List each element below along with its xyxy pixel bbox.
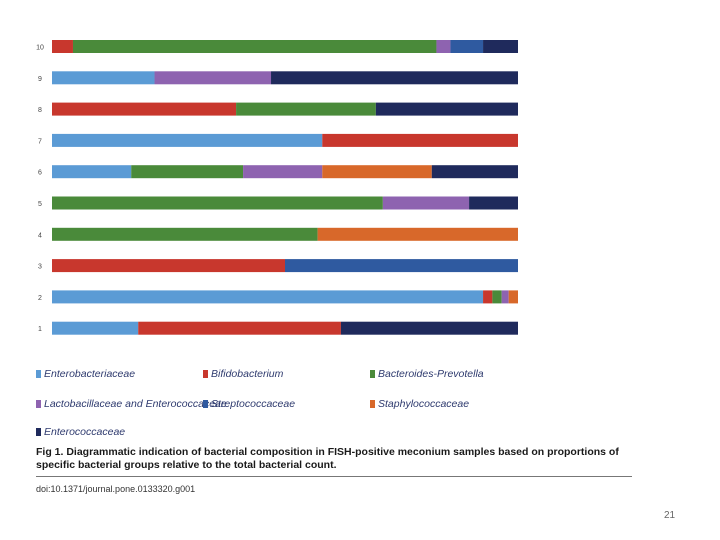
y-tick-label: 4 (38, 232, 42, 239)
bar-segment (52, 40, 73, 53)
y-tick-label: 8 (38, 107, 42, 114)
bar-segment (469, 196, 518, 210)
bar-segment (322, 165, 432, 179)
legend-swatch (370, 400, 375, 408)
bar-segment (340, 321, 518, 335)
bar-segment (317, 227, 518, 241)
bar-segment (483, 40, 518, 53)
y-tick-label: 2 (38, 295, 42, 302)
bar-segment (271, 71, 518, 85)
y-tick-label: 3 (38, 264, 42, 271)
legend-item-enterobacteriaceae: Enterobacteriaceae (36, 368, 135, 380)
bar-segment (483, 290, 493, 304)
bar-segment (322, 133, 518, 147)
bar-segment (138, 321, 341, 335)
bar-segment (436, 40, 451, 53)
y-tick-label: 6 (38, 170, 42, 177)
bar-segment (492, 290, 502, 304)
legend-label: Lactobacillaceae and Enterococcaceae (44, 398, 227, 410)
bar-segment (52, 259, 285, 273)
y-tick-label: 1 (38, 326, 42, 333)
legend-item-lactobacillaceae-and-enterococcaceae: Lactobacillaceae and Enterococcaceae (36, 398, 227, 410)
bar-segment (52, 321, 139, 335)
legend-item-enterococcaceae: Enterococcaceae (36, 426, 125, 438)
y-tick-label: 9 (38, 76, 42, 83)
legend-label: Staphylococcaceae (378, 398, 470, 410)
legend-label: Bifidobacterium (211, 368, 284, 380)
bar-segment (243, 165, 323, 179)
figure-caption: Fig 1. Diagrammatic indication of bacter… (36, 446, 619, 471)
y-tick-label: 5 (38, 201, 42, 208)
bar-segment (154, 71, 272, 85)
bar-segment (72, 40, 437, 53)
bar-segment (131, 165, 244, 179)
bar-segment (501, 290, 509, 304)
legend-item-streptococcaceae: Streptococcaceae (203, 398, 295, 410)
legend-swatch (36, 400, 41, 408)
bar-segment (52, 102, 237, 116)
legend-swatch (36, 370, 41, 378)
legend-swatch (370, 370, 375, 378)
y-tick-label: 10 (36, 45, 44, 52)
legend-label: Streptococcaceae (211, 398, 296, 410)
bar-segment (52, 196, 383, 210)
legend-item-bacteroides-prevotella: Bacteroides-Prevotella (370, 368, 484, 380)
chart-legend: Enterobacteriaceae Bifidobacterium Bacte… (36, 368, 636, 438)
legend-swatch (203, 370, 208, 378)
legend-item-bifidobacterium: Bifidobacterium (203, 368, 283, 380)
bar-segment (52, 290, 484, 304)
bar-segment (236, 102, 376, 116)
bar-segment (52, 71, 155, 85)
legend-item-staphylococcaceae: Staphylococcaceae (370, 398, 469, 410)
divider (36, 476, 632, 477)
bar-segment (382, 196, 470, 210)
legend-label: Enterobacteriaceae (44, 368, 136, 380)
bar-segment (285, 259, 518, 273)
page-number: 21 (664, 510, 676, 521)
bar-segment (375, 102, 518, 116)
bar-segment (431, 165, 518, 179)
legend-swatch (36, 428, 41, 436)
bar-segment (52, 165, 132, 179)
y-tick-label: 7 (38, 138, 42, 145)
legend-label: Enterococcaceae (44, 426, 126, 438)
doi-text: doi:10.1371/journal.pone.0133320.g001 (36, 484, 196, 494)
bar-segment (450, 40, 484, 53)
bar-segment (52, 227, 318, 241)
legend-swatch (203, 400, 208, 408)
stacked-bar-chart: 10 9 8 7 6 5 4 3 2 1 (36, 40, 518, 335)
legend-label: Bacteroides-Prevotella (378, 368, 484, 380)
bar-segment (508, 290, 518, 304)
bar-segment (52, 133, 323, 147)
